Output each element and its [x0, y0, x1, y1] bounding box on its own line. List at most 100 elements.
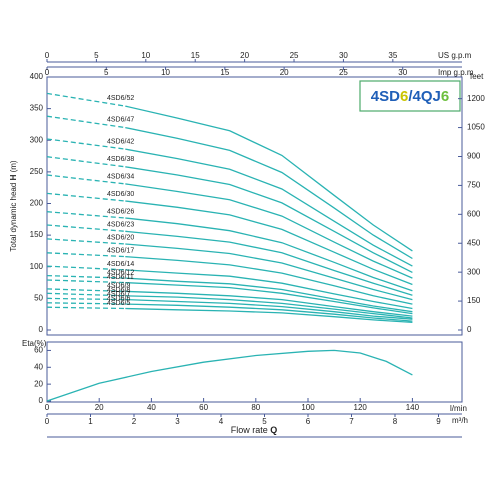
x2-tick-label: 6	[306, 417, 311, 426]
head-curve	[125, 295, 413, 319]
top-tick-label: 25	[339, 68, 348, 77]
head-curve	[46, 192, 126, 202]
head-curve	[46, 306, 126, 310]
head-curve	[125, 105, 413, 252]
head-curve	[125, 230, 413, 296]
eta-y-tick-label: 20	[34, 379, 43, 388]
curve-label: 4SD6/38	[107, 156, 134, 163]
logo-box	[359, 80, 461, 112]
x2-tick-label: 2	[132, 417, 137, 426]
head-curve	[46, 292, 126, 297]
head-curve	[46, 302, 126, 305]
x2-tick-label: 9	[436, 417, 441, 426]
top-tick-label: 35	[388, 51, 397, 60]
head-curve	[46, 174, 126, 185]
top-tick-label: 5	[94, 51, 99, 60]
y-label-unit: (m)	[9, 160, 18, 172]
head-curve	[46, 156, 126, 168]
logo-part: 4SD	[371, 88, 400, 105]
curve-label: 4SD6/12	[107, 269, 134, 276]
head-curve	[125, 126, 413, 260]
y-tick-label: 350	[30, 104, 44, 113]
y2-axis-label: feet	[470, 72, 484, 81]
x-tick-label: 20	[95, 403, 104, 412]
curve-label: 4SD6/14	[107, 261, 134, 268]
x2-tick-label: 7	[349, 417, 354, 426]
curve-label: 4SD6/34	[107, 174, 134, 181]
head-curve	[125, 243, 413, 301]
head-curve	[125, 281, 413, 315]
y-tick-label: 50	[34, 293, 43, 302]
top-tick-label: 15	[220, 68, 229, 77]
y2-tick-label: 150	[467, 296, 481, 305]
head-curve	[46, 238, 126, 245]
top-tick-label: 25	[290, 51, 299, 60]
curve-label: 4SD6/42	[107, 138, 134, 145]
x2-axis-unit: m³/h	[452, 416, 468, 425]
eta-y-tick-label: 60	[34, 346, 43, 355]
y-tick-label: 100	[30, 262, 44, 271]
logo: 4SD6/4QJ6	[371, 88, 449, 105]
x-axis-unit: l/min	[450, 404, 467, 413]
head-curve	[46, 274, 126, 279]
y2-tick-label: 750	[467, 181, 481, 190]
x2-tick-label: 8	[393, 417, 398, 426]
x-tick-label: 40	[147, 403, 156, 412]
curve-label: 4SD6/11	[107, 274, 134, 281]
y2-tick-label: 0	[467, 325, 472, 334]
top-tick-label: 20	[280, 68, 289, 77]
logo-part: /4QJ	[408, 88, 441, 105]
curve-label: 4SD6/47	[107, 117, 134, 124]
eta-frame	[46, 341, 463, 403]
y-tick-label: 250	[30, 167, 44, 176]
head-curve	[125, 303, 413, 322]
flow-symbol: Q	[270, 425, 277, 435]
top-tick-label: 0	[45, 51, 50, 60]
head-curve	[46, 279, 126, 284]
head-curve	[125, 255, 413, 305]
head-curve	[46, 224, 126, 232]
y-axis-label: Total dynamic head H (m)	[9, 160, 18, 252]
x2-tick-label: 1	[88, 417, 93, 426]
top-tick-label: 10	[141, 51, 150, 60]
logo-part: 6	[441, 88, 449, 105]
curve-label: 4SD6/26	[107, 208, 134, 215]
head-curve	[46, 92, 126, 107]
x-axis-label: Flow rate Q	[231, 425, 278, 435]
top-axis-label: US g.p.m	[438, 51, 472, 60]
y-tick-label: 150	[30, 230, 44, 239]
head-curve	[125, 307, 413, 324]
curve-label: 4SD6/30	[107, 191, 134, 198]
y2-tick-label: 300	[467, 267, 481, 276]
curve-label: 4SD6/20	[107, 235, 134, 242]
y-tick-label: 200	[30, 199, 44, 208]
head-curve	[46, 138, 126, 150]
y2-tick-label: 1050	[467, 123, 485, 132]
eta-label: Eta(%)	[22, 339, 47, 348]
head-curve	[46, 115, 126, 129]
head-curve	[125, 166, 413, 273]
head-curve	[125, 200, 413, 286]
eta-y-tick-label: 40	[34, 362, 43, 371]
head-curve	[125, 277, 413, 313]
head-curve	[46, 288, 126, 293]
y-tick-label: 0	[39, 325, 44, 334]
y-tick-label: 400	[30, 72, 44, 81]
head-curve	[46, 297, 126, 301]
x2-tick-label: 5	[262, 417, 267, 426]
main-frame	[46, 76, 463, 336]
logo-part: 6	[400, 88, 408, 105]
x-tick-label: 60	[199, 403, 208, 412]
top-tick-label: 30	[398, 68, 407, 77]
curve-label: 4SD6/52	[107, 95, 134, 102]
y2-tick-label: 900	[467, 152, 481, 161]
head-curve	[125, 298, 413, 320]
x-tick-label: 0	[45, 403, 50, 412]
x2-tick-label: 3	[175, 417, 180, 426]
head-curve	[46, 265, 126, 271]
top-tick-label: 20	[240, 51, 249, 60]
curve-label: 4SD6/9	[107, 283, 130, 290]
x-tick-label: 80	[251, 403, 260, 412]
top-tick-label: 10	[161, 68, 170, 77]
